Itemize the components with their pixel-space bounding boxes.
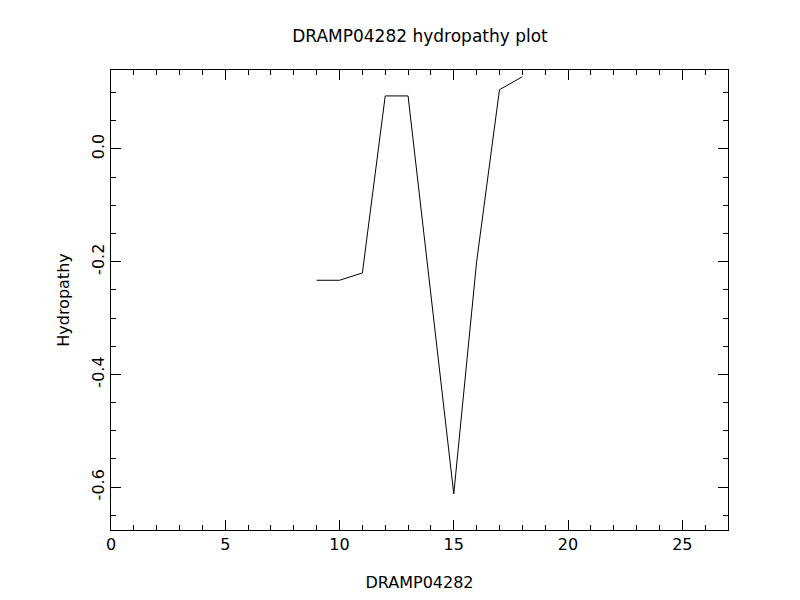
svg-text:0: 0 <box>106 535 116 554</box>
svg-text:DRAMP04282 hydropathy plot: DRAMP04282 hydropathy plot <box>292 26 548 46</box>
svg-text:20: 20 <box>558 535 578 554</box>
svg-text:DRAMP04282: DRAMP04282 <box>365 573 473 592</box>
svg-text:0.0: 0.0 <box>89 134 108 159</box>
svg-text:-0.6: -0.6 <box>89 469 108 500</box>
svg-text:5: 5 <box>220 535 230 554</box>
svg-text:25: 25 <box>672 535 692 554</box>
svg-text:10: 10 <box>329 535 349 554</box>
svg-text:-0.4: -0.4 <box>89 356 108 387</box>
svg-text:Hydropathy: Hydropathy <box>54 253 73 347</box>
svg-text:-0.2: -0.2 <box>89 244 108 275</box>
svg-text:15: 15 <box>444 535 464 554</box>
